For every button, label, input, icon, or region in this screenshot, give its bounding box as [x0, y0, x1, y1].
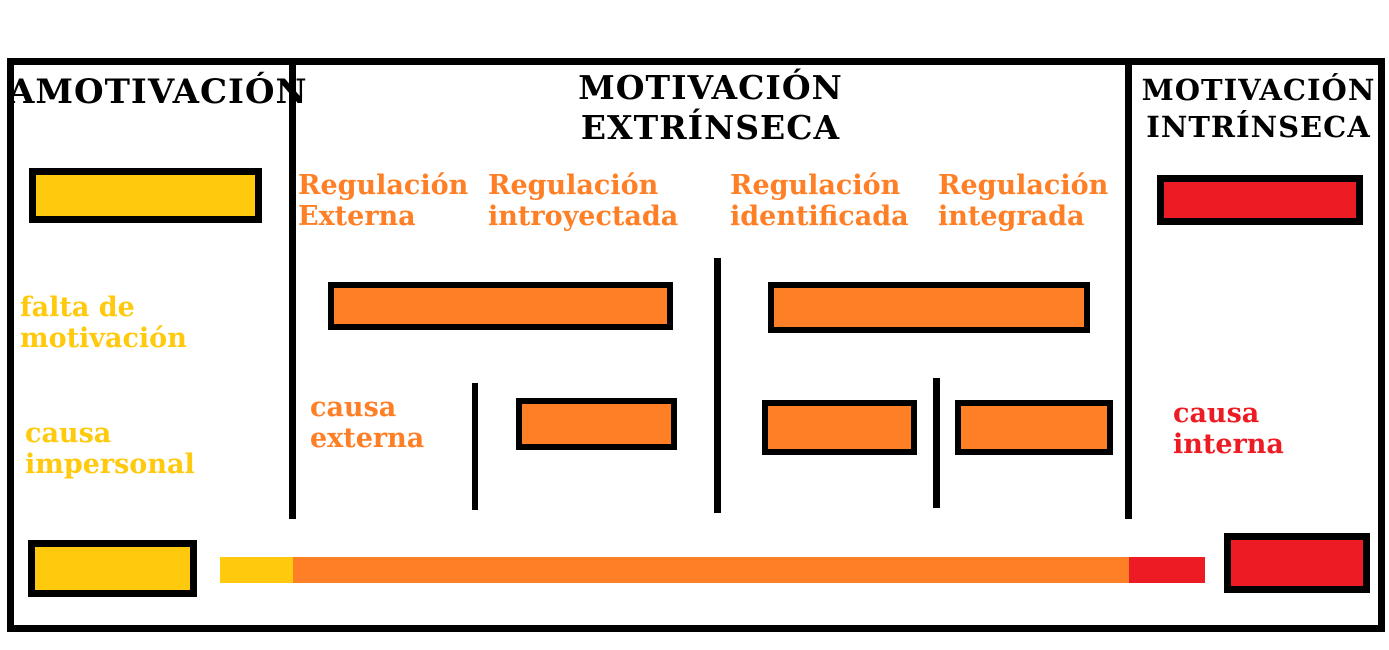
- amotivation-continuum-endpoint: [28, 540, 197, 597]
- intrinsic-continuum-endpoint: [1224, 533, 1370, 593]
- intrinsic-title: MOTIVACIÓN INTRÍNSECA: [1132, 72, 1385, 146]
- extrinsic-title: MOTIVACIÓN EXTRÍNSECA: [296, 68, 1125, 148]
- amotivation-cause-l2: impersonal: [25, 449, 195, 480]
- section-divider-right: [1125, 58, 1132, 519]
- intrinsic-cause-l2: interna: [1173, 429, 1284, 460]
- extrinsic-cause-label: causa externa: [310, 392, 424, 454]
- amotivation-cause-l1: causa: [25, 418, 112, 449]
- introjected-regulation-label: Regulación introyectada: [488, 170, 678, 232]
- identified-integrated-regulation-bar: [768, 282, 1090, 333]
- extrinsic-title-line2: EXTRÍNSECA: [580, 108, 841, 147]
- integrated-regulation-small-bar: [955, 400, 1113, 455]
- extrinsic-cause-l1: causa: [310, 392, 397, 423]
- outer-frame: [7, 58, 1385, 632]
- intrinsic-cause-label: causa interna: [1173, 398, 1284, 460]
- section-divider-left: [289, 58, 296, 519]
- intrinsic-title-line2: INTRÍNSECA: [1146, 110, 1371, 144]
- continuum-segment-extrinsic: [293, 557, 1129, 583]
- intrinsic-cause-l1: causa: [1173, 398, 1260, 429]
- integrated-regulation-label-l2: integrada: [938, 201, 1085, 232]
- identified-regulation-label: Regulación identificada: [730, 170, 909, 232]
- tick-line-external-introjected: [472, 383, 478, 510]
- external-regulation-label-l2: Externa: [298, 201, 416, 232]
- continuum-segment-intrinsic: [1129, 557, 1205, 583]
- identified-regulation-label-l1: Regulación: [730, 170, 901, 201]
- identified-regulation-small-bar: [762, 400, 917, 455]
- amotivation-cause-label: causa impersonal: [25, 418, 195, 480]
- amotivation-title: AMOTIVACIÓN: [8, 72, 308, 112]
- introjected-regulation-label-l1: Regulación: [488, 170, 659, 201]
- extrinsic-title-line1: MOTIVACIÓN: [578, 68, 843, 107]
- amotivation-state-label: falta de motivación: [20, 292, 187, 354]
- identified-regulation-label-l2: identificada: [730, 201, 909, 232]
- amotivation-state-l2: motivación: [20, 323, 187, 354]
- center-tick-line: [714, 258, 721, 513]
- external-introjected-regulation-bar: [328, 282, 673, 330]
- extrinsic-cause-l2: externa: [310, 423, 425, 454]
- introjected-regulation-small-bar: [516, 398, 677, 450]
- integrated-regulation-label-l1: Regulación: [938, 170, 1109, 201]
- intrinsic-swatch: [1157, 175, 1363, 225]
- integrated-regulation-label: Regulación integrada: [938, 170, 1108, 232]
- continuum-segment-amotivation: [220, 557, 293, 583]
- introjected-regulation-label-l2: introyectada: [488, 201, 679, 232]
- amotivation-swatch: [29, 168, 262, 223]
- external-regulation-label-l1: Regulación: [298, 170, 469, 201]
- external-regulation-label: Regulación Externa: [298, 170, 468, 232]
- tick-line-identified-integrated: [933, 378, 940, 508]
- motivation-continuum-bar: [220, 557, 1205, 583]
- amotivation-state-l1: falta de: [20, 292, 135, 323]
- intrinsic-title-line1: MOTIVACIÓN: [1141, 73, 1376, 107]
